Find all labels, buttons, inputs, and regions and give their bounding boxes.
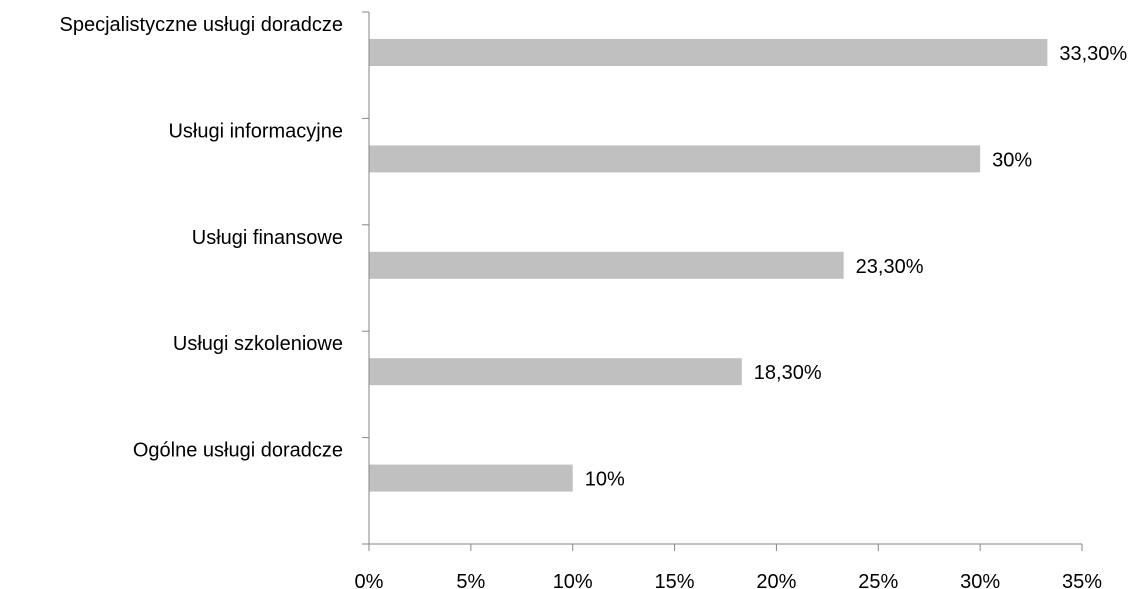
x-tick-label-0: 0% [355, 571, 384, 589]
x-tick-label-25: 25% [858, 571, 898, 589]
category-label-uslugi-finansowe: Usługi finansowe [192, 227, 343, 249]
bar-uslugi-finansowe [369, 251, 844, 279]
x-tick-label-20: 20% [756, 571, 796, 589]
x-tick-label-15: 15% [655, 571, 695, 589]
value-label-uslugi-informacyjne: 30% [992, 149, 1032, 171]
bar-uslugi-informacyjne [369, 145, 981, 173]
category-label-specjalistyczne-uslugi-doradcze: Specjalistyczne usługi doradcze [60, 14, 344, 36]
bar-ogolne-uslugi-doradcze [369, 464, 573, 492]
bars-layer [369, 39, 1048, 492]
axes-layer [362, 11, 1083, 551]
labels-layer: 0% 5% 10% 15% 20% 25% 30% 35% Specjalistyczne us… [60, 14, 1128, 589]
category-label-uslugi-szkoleniowe: Usługi szkoleniowe [173, 333, 343, 355]
bar-uslugi-szkoleniowe [369, 358, 742, 386]
x-tick-label-30: 30% [960, 571, 1000, 589]
value-label-ogolne-uslugi-doradcze: 10% [585, 469, 625, 491]
x-tick-label-35: 35% [1062, 571, 1102, 589]
x-tick-label-5: 5% [456, 571, 485, 589]
bar-specjalistyczne-uslugi-doradcze [369, 39, 1048, 66]
value-label-specjalistyczne-uslugi-doradcze: 33,30% [1059, 43, 1127, 65]
value-label-uslugi-finansowe: 23,30% [856, 256, 924, 278]
category-label-ogolne-uslugi-doradcze: Ogólne usługi doradcze [133, 440, 343, 462]
x-tick-label-10: 10% [553, 571, 593, 589]
value-label-uslugi-szkoleniowe: 18,30% [754, 362, 822, 384]
category-label-uslugi-informacyjne: Usługi informacyjne [168, 120, 343, 142]
